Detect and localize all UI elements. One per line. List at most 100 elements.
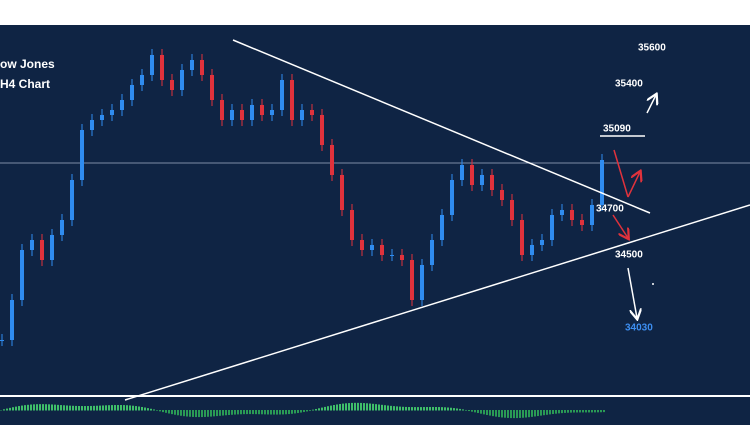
candle	[410, 260, 414, 300]
trend-line	[232, 39, 651, 214]
hist-bar	[264, 410, 266, 415]
candle	[240, 110, 244, 120]
candle	[250, 105, 254, 120]
hist-bar	[450, 407, 452, 411]
hist-bar	[369, 403, 371, 411]
hist-bar	[375, 404, 377, 411]
hist-bar	[564, 410, 566, 413]
hist-bar	[507, 410, 509, 418]
hist-bar	[30, 404, 32, 411]
hist-bar	[471, 410, 473, 412]
hist-bar	[141, 406, 143, 411]
hist-bar	[531, 410, 533, 417]
hist-bar	[597, 410, 599, 413]
hist-bar	[168, 410, 170, 414]
hist-bar	[444, 407, 446, 411]
hist-bar	[465, 409, 467, 411]
candle	[460, 165, 464, 180]
candle	[470, 165, 474, 185]
hist-bar	[258, 410, 260, 415]
arrow	[613, 149, 629, 198]
hist-bar	[198, 410, 200, 418]
hist-bar	[204, 410, 206, 417]
hist-bar	[414, 407, 416, 411]
candle	[30, 240, 34, 250]
level-label: 34500	[615, 250, 643, 261]
hist-bar	[561, 410, 563, 414]
hist-bar	[498, 410, 500, 418]
hist-bar	[159, 410, 161, 412]
hist-bar	[387, 405, 389, 411]
candle	[140, 75, 144, 85]
hist-bar	[123, 405, 125, 411]
hist-bar	[69, 405, 71, 411]
hist-bar	[42, 404, 44, 411]
candle	[0, 340, 4, 341]
level-label: 34700	[596, 204, 624, 215]
hist-bar	[126, 405, 128, 411]
dot	[652, 283, 654, 285]
hist-bar	[81, 406, 83, 411]
hist-bar	[189, 410, 191, 417]
hist-bar	[252, 410, 254, 415]
candle	[120, 100, 124, 110]
hist-bar	[462, 409, 464, 411]
hist-bar	[162, 410, 164, 413]
hist-bar	[441, 407, 443, 411]
hist-bar	[78, 405, 80, 411]
hist-bar	[207, 410, 209, 417]
arrow	[612, 214, 628, 238]
candle	[600, 160, 604, 205]
hist-bar	[72, 405, 74, 411]
hist-bar	[549, 410, 551, 415]
candle	[400, 255, 404, 260]
hist-bar	[336, 404, 338, 411]
hist-bar	[45, 404, 47, 411]
hist-bar	[90, 405, 92, 411]
hist-bar	[132, 405, 134, 411]
candle	[10, 300, 14, 340]
hist-bar	[138, 406, 140, 411]
hist-bar	[381, 404, 383, 411]
arrow	[627, 172, 640, 198]
candle	[290, 80, 294, 120]
hist-bar	[366, 403, 368, 411]
hist-bar	[330, 405, 332, 411]
hist-bar	[297, 410, 299, 414]
hist-bar	[576, 410, 578, 413]
hist-bar	[99, 405, 101, 411]
hist-bar	[18, 406, 20, 411]
hist-bar	[102, 405, 104, 411]
hist-bar	[213, 410, 215, 417]
hist-bar	[270, 410, 272, 415]
hist-bar	[423, 407, 425, 411]
hist-bar	[384, 405, 386, 411]
hist-bar	[390, 405, 392, 411]
hist-bar	[519, 410, 521, 418]
candle	[450, 180, 454, 215]
candle	[280, 80, 284, 110]
hist-bar	[360, 402, 362, 411]
hist-bar	[594, 410, 596, 413]
hist-bar	[420, 407, 422, 411]
hist-bar	[51, 404, 53, 411]
hist-bar	[237, 410, 239, 415]
hist-bar	[495, 410, 497, 417]
candle	[270, 110, 274, 115]
hist-bar	[552, 410, 554, 415]
hist-bar	[474, 410, 476, 413]
hist-bar	[489, 410, 491, 416]
candle	[260, 105, 264, 115]
hist-bar	[300, 410, 302, 413]
hist-bar	[279, 410, 281, 415]
hist-bar	[318, 408, 320, 411]
candle	[20, 250, 24, 300]
candle	[190, 60, 194, 70]
candle	[220, 100, 224, 120]
hist-bar	[447, 407, 449, 411]
hist-bar	[438, 407, 440, 411]
hist-bar	[48, 404, 50, 411]
candle	[80, 130, 84, 180]
candle	[420, 265, 424, 300]
hist-bar	[129, 405, 131, 411]
